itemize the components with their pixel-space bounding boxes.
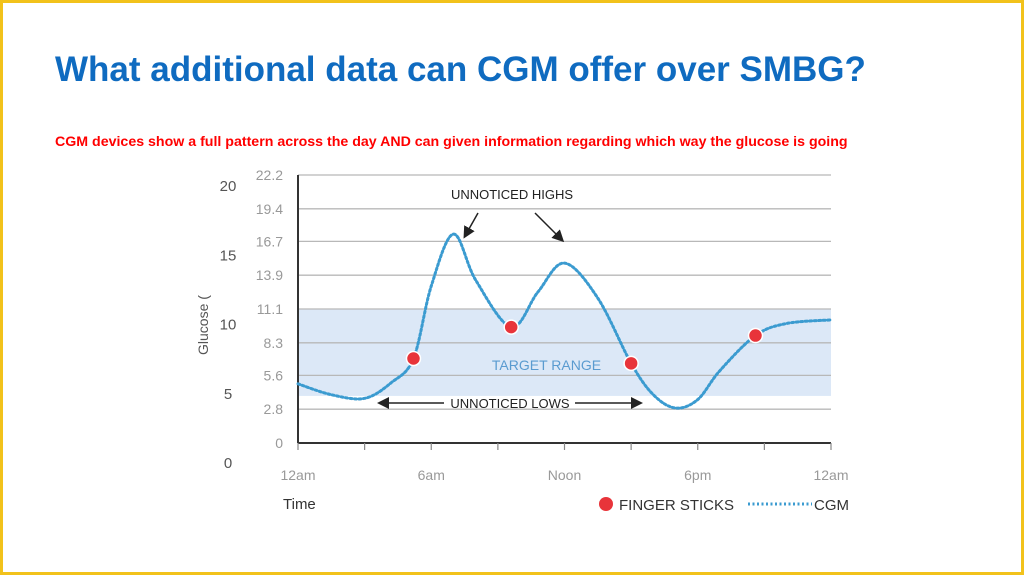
unnoticed-lows-label: UNNOTICED LOWS: [450, 396, 570, 411]
y-tick-label: 8.3: [264, 335, 284, 351]
outer-y-tick-label: 20: [220, 178, 237, 195]
finger-stick-point: [623, 355, 639, 372]
outer-y-tick-label: 10: [220, 317, 237, 334]
outer-y-tick-label: 5: [224, 386, 232, 403]
x-tick-label: 6am: [418, 467, 445, 483]
x-tick-label: Noon: [548, 467, 581, 483]
x-axis-label: Time: [283, 496, 316, 513]
highs-arrow: [463, 212, 479, 239]
slide-subtitle: CGM devices show a full pattern across t…: [55, 134, 848, 150]
y-tick-label: 16.7: [256, 233, 283, 249]
y-tick-label: 11.1: [257, 301, 283, 317]
y-tick-label: 5.6: [264, 367, 284, 383]
finger-stick-point: [405, 350, 422, 367]
finger-stick-point: [503, 319, 519, 335]
unnoticed-highs-label: UNNOTICED HIGHS: [451, 187, 573, 202]
y-axis-label: Glucose (: [195, 295, 211, 355]
target-range-label: TARGET RANGE: [492, 357, 601, 373]
outer-y-tick-label: 15: [220, 247, 237, 264]
x-tick-label: 12am: [280, 467, 315, 483]
x-tick-label: 6pm: [684, 467, 711, 483]
legend-finger-sticks-label: FINGER STICKS: [619, 497, 734, 514]
target-range-band: [298, 309, 831, 396]
y-tick-label: 2.8: [264, 401, 284, 417]
y-tick-label: 0: [275, 435, 283, 451]
slide-title: What additional data can CGM offer over …: [55, 50, 866, 89]
outer-y-tick-label: 0: [224, 455, 232, 472]
x-tick-label: 12am: [813, 467, 848, 483]
y-tick-label: 19.4: [256, 201, 283, 217]
highs-arrow: [534, 212, 565, 243]
legend-finger-sticks-marker: [599, 497, 613, 511]
finger-stick-point: [747, 327, 764, 344]
legend-cgm-label: CGM: [814, 497, 849, 514]
cgm-line: [296, 232, 833, 410]
y-tick-label: 22.2: [256, 167, 283, 183]
y-tick-label: 13.9: [256, 267, 283, 283]
